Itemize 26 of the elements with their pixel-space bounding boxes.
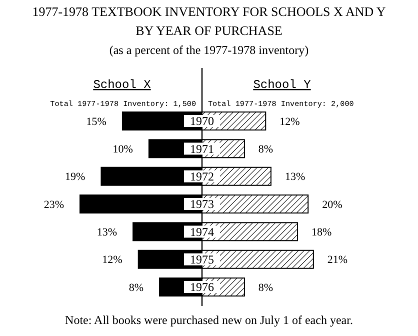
data-label: 18% — [311, 226, 332, 239]
series-label: School Y — [253, 78, 311, 92]
text: Note: All books were purchased new on July 1 of each year. — [65, 313, 353, 327]
data-label: 10% — [112, 144, 133, 156]
data-label: 12% — [280, 116, 300, 128]
series-label: School X — [93, 78, 151, 92]
y-tick-label: 1973 — [190, 197, 214, 212]
y-tick-label: 1972 — [190, 170, 214, 184]
data-label: 13% — [96, 226, 118, 239]
chart-title: 1977-1978 TEXTBOOK INVENTORY FOR SCHOOLS X AND Y BY YEAR OF PURCHASE — [32, 4, 386, 38]
data-label: 21% — [327, 254, 348, 266]
data-label: 20% — [322, 198, 342, 211]
data-label: 8% — [258, 144, 274, 156]
y-tick-label: 1971 — [190, 142, 214, 156]
data-label: 8% — [128, 282, 144, 294]
data-label: 8% — [258, 282, 274, 294]
data-label: 23% — [44, 198, 64, 211]
data-label: 19% — [65, 171, 86, 184]
y-tick-label: 1975 — [190, 252, 214, 267]
data-label: 12% — [102, 254, 122, 266]
y-tick-label: 1970 — [190, 114, 214, 128]
data-label: 15% — [86, 116, 106, 128]
chart-subtitle: (as a percent of the 1977-1978 inventory) — [109, 43, 309, 57]
y-tick-label: 1974 — [190, 224, 214, 239]
y-tick-label: 1976 — [190, 280, 214, 294]
data-label: 13% — [284, 171, 306, 184]
